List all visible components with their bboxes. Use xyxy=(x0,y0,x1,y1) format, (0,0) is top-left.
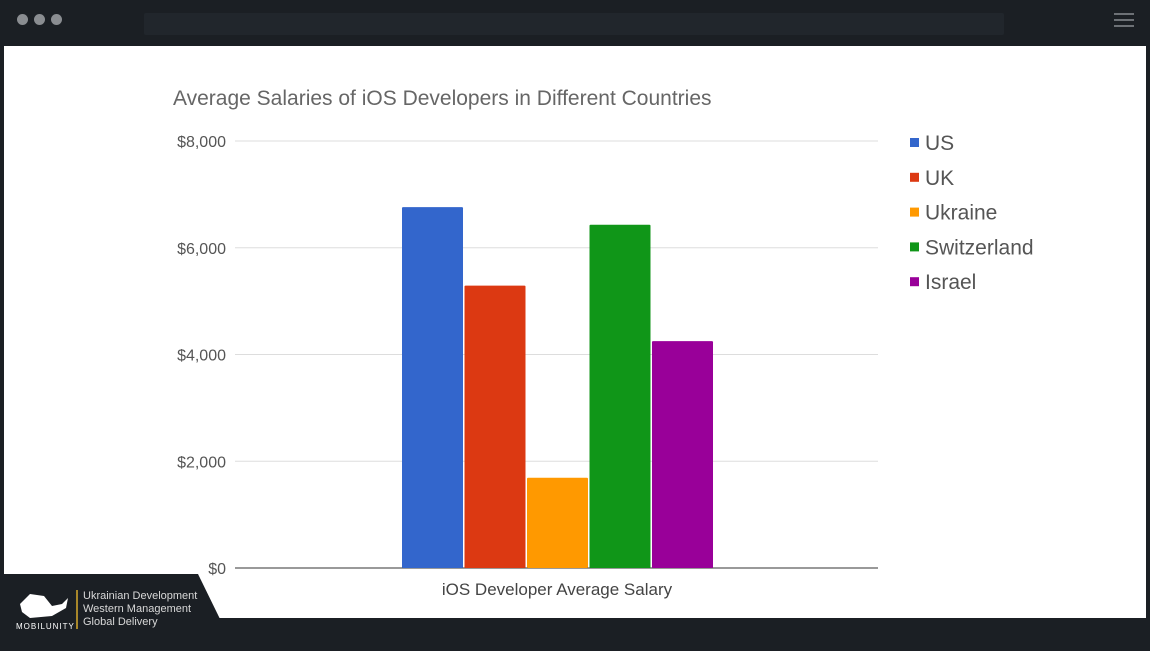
tagline-line: Ukrainian Development xyxy=(83,590,198,602)
hamburger-menu-icon[interactable] xyxy=(1114,13,1134,27)
x-axis-label: iOS Developer Average Salary xyxy=(442,580,673,599)
y-tick-label: $4,000 xyxy=(177,348,226,365)
legend-swatch xyxy=(910,207,919,217)
legend-swatch xyxy=(910,242,919,252)
legend-swatch xyxy=(910,138,919,147)
y-tick-label: $8,000 xyxy=(177,134,226,151)
legend-swatch xyxy=(910,277,919,287)
legend-label: US xyxy=(925,132,954,155)
brand-tagline: Ukrainian Development Western Management… xyxy=(76,590,197,629)
legend-label: Israel xyxy=(925,271,976,294)
legend-label: Switzerland xyxy=(925,236,1034,259)
window-dot[interactable] xyxy=(51,14,62,25)
y-tick-label: $0 xyxy=(208,561,226,578)
bar-switzerland[interactable] xyxy=(589,224,651,568)
y-tick-label: $2,000 xyxy=(177,454,226,471)
bar-ukraine[interactable] xyxy=(527,477,588,568)
window-dot[interactable] xyxy=(34,14,45,25)
address-bar[interactable] xyxy=(144,13,1004,35)
chart-title: Average Salaries of iOS Developers in Di… xyxy=(173,87,712,110)
legend-label: Ukraine xyxy=(925,202,997,225)
brand-logo-text: MOBILUNITY xyxy=(16,622,75,631)
brand-badge xyxy=(0,574,220,634)
legend-swatch xyxy=(910,172,919,182)
bar-uk[interactable] xyxy=(464,285,526,568)
bar-israel[interactable] xyxy=(652,341,713,568)
tagline-line: Global Delivery xyxy=(83,616,158,628)
legend-label: UK xyxy=(925,167,954,190)
y-tick-label: $6,000 xyxy=(177,241,226,258)
tagline-line: Western Management xyxy=(83,603,192,615)
window-controls xyxy=(17,14,62,25)
bar-us[interactable] xyxy=(402,207,463,568)
whale-logo-icon xyxy=(20,594,68,618)
window-dot[interactable] xyxy=(17,14,28,25)
